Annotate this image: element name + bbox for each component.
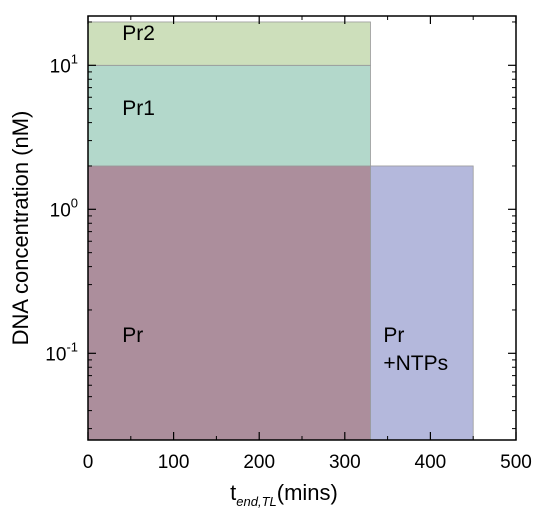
y-tick-label: 10-1 — [45, 339, 78, 365]
x-tick-label: 100 — [158, 452, 190, 473]
x-tick-label: 200 — [243, 452, 275, 473]
y-tick-label: 101 — [50, 51, 78, 77]
y-tick-label: 100 — [50, 195, 78, 221]
x-tick-label: 500 — [500, 452, 532, 473]
x-tick-label: 300 — [329, 452, 361, 473]
x-axis-label-unit: (mins) — [277, 480, 338, 505]
x-tick-label: 400 — [415, 452, 447, 473]
x-axis-label-subscript: end,TL — [236, 494, 276, 508]
region-label-pr1: Pr1 — [122, 97, 155, 120]
ticks-layer — [87, 16, 517, 440]
regions-layer — [87, 21, 474, 441]
tick-labels-layer: 0 100 200 300 400 500 10-1 100 101 — [45, 51, 532, 473]
y-axis-label: DNA concentration (nM) — [8, 111, 33, 346]
x-axis-label: tend,TL(mins) — [230, 480, 338, 508]
region-labels-layer: Pr Pr1 Pr2 Pr +NTPs — [122, 22, 448, 375]
x-tick-label: 0 — [83, 452, 94, 473]
x-axis-label-base: t — [230, 480, 236, 505]
region-pr — [87, 165, 371, 441]
region-pr1 — [87, 64, 371, 167]
region-label-pr-ntps: Pr +NTPs — [383, 324, 448, 375]
region-pr2 — [87, 21, 371, 66]
region-label-pr: Pr — [122, 324, 143, 347]
region-pr-ntps — [370, 165, 474, 441]
region-label-pr2: Pr2 — [122, 22, 155, 45]
